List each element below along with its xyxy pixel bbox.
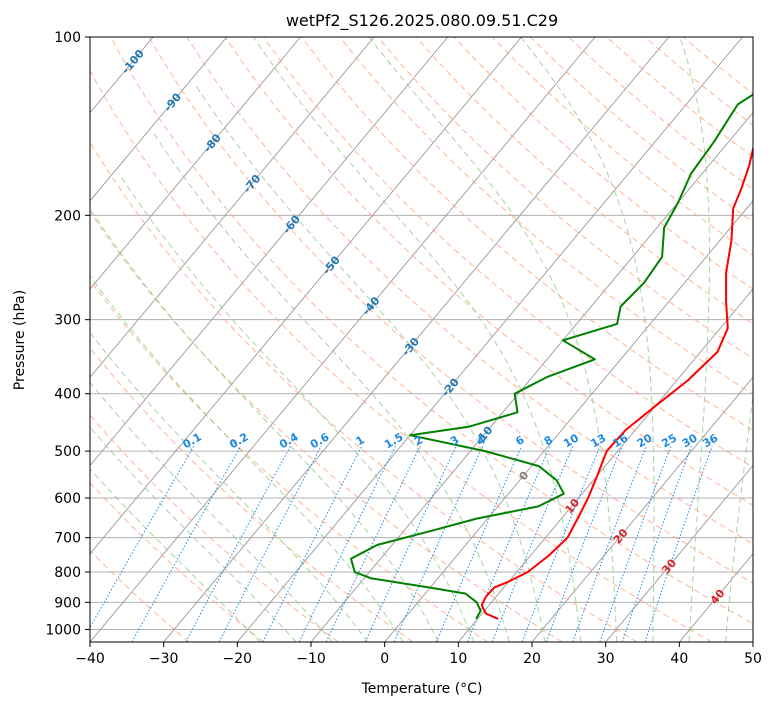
moist-adiabat: [679, 37, 710, 642]
y-tick-label: 400: [54, 387, 81, 403]
isotherm-line: [384, 200, 753, 642]
dry-adiabat: [90, 141, 638, 642]
moist-adiabat: [90, 275, 404, 642]
series-layer: [350, 93, 753, 620]
x-tick-label: 30: [597, 651, 615, 667]
dry-adiabat: [453, 37, 753, 290]
mixing-ratio-line: [298, 445, 397, 642]
y-axis-label: Pressure (hPa): [12, 290, 28, 390]
mixing-ratio-line: [325, 445, 421, 642]
y-tick-label: 900: [54, 595, 81, 611]
isotherm-line: [236, 37, 743, 642]
x-tick-label: 10: [449, 651, 467, 667]
mixing-ratio-line: [90, 445, 195, 629]
moist-adiabat: [725, 392, 753, 642]
isotherm-line: [531, 376, 753, 642]
moist-adiabat: [118, 173, 475, 642]
y-tick-label: 600: [54, 491, 81, 507]
dry-adiabat: [90, 550, 190, 642]
moist-adiabat: [520, 37, 655, 642]
x-axis-label: Temperature (°C): [361, 681, 483, 697]
isotherm-line: [90, 37, 301, 290]
moist-adiabat: [90, 381, 333, 642]
dry-adiabat: [90, 69, 712, 642]
mixing-ratio-line: [131, 445, 242, 642]
x-tick-label: −30: [149, 651, 179, 667]
moist-adiabat: [368, 37, 618, 642]
x-tick-label: −10: [296, 651, 326, 667]
mixing-ratio-line: [491, 445, 574, 642]
y-axis: 100 200 300 400 500 600 700 800 900 1000: [45, 30, 90, 638]
moist-adiabat: [152, 132, 510, 642]
x-tick-label: 20: [523, 651, 541, 667]
moist-adiabat: [253, 37, 582, 642]
isotherm-line: [90, 37, 449, 467]
y-tick-label: 300: [54, 313, 81, 329]
isotherm-line: [457, 288, 753, 642]
x-tick-label: −40: [75, 651, 105, 667]
plot-frame: [89, 36, 754, 643]
moist-adiabat: [90, 468, 261, 642]
moist-adiabat: [194, 83, 546, 642]
dry-adiabat: [148, 37, 753, 584]
y-tick-label: 100: [54, 30, 81, 46]
background-lines: [90, 37, 753, 642]
mixing-ratio-line: [644, 445, 713, 642]
dry-adiabat: [90, 279, 488, 642]
mixing-ratio-line: [521, 445, 601, 642]
mixing-ratio-line: [262, 445, 363, 642]
y-tick-label: 700: [54, 531, 81, 547]
x-tick-label: 40: [670, 651, 688, 667]
mixing-ratio-line: [572, 445, 647, 642]
y-tick-label: 200: [54, 208, 81, 224]
dry-adiabat: [90, 347, 414, 642]
y-tick-label: 500: [54, 444, 81, 460]
isotherm-line: [90, 37, 596, 642]
chart-title: wetPf2_S126.2025.080.09.51.C29: [286, 11, 558, 31]
mixing-ratio-line: [621, 445, 692, 642]
x-axis: −40 −30 −20 −10 0 10 20 30 40 50: [75, 642, 762, 667]
x-tick-label: −20: [223, 651, 253, 667]
mixing-ratio-line: [435, 445, 523, 642]
x-tick-label: 50: [744, 651, 762, 667]
dry-adiabat: [110, 37, 753, 625]
isotherm-line: [163, 37, 670, 642]
dewpoint-profile: [350, 93, 753, 620]
dry-adiabat: [415, 37, 753, 325]
mixing-ratio-line: [545, 445, 623, 642]
dry-adiabat: [377, 37, 753, 360]
y-tick-label: 1000: [45, 622, 81, 638]
isotherm-line: [90, 37, 522, 555]
isotherm-line: [605, 464, 753, 642]
temperature-profile: [480, 144, 753, 620]
isotherm-line: [90, 37, 228, 202]
moist-adiabat: [90, 208, 439, 642]
mixing-ratio-line: [599, 445, 672, 642]
isotherm-line: [90, 37, 375, 379]
mixing-ratio-line: [364, 445, 457, 642]
moist-adiabat: [90, 331, 369, 642]
dry-adiabat: [186, 37, 753, 545]
y-tick-label: 800: [54, 565, 81, 581]
moist-adiabat: [90, 426, 297, 642]
x-tick-label: 0: [380, 651, 389, 667]
mixing-ratio-line: [393, 445, 484, 642]
